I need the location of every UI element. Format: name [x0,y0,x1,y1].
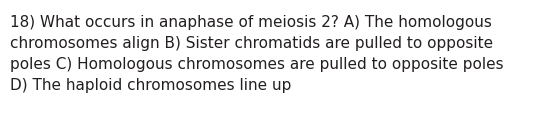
Text: 18) What occurs in anaphase of meiosis 2? A) The homologous
chromosomes align B): 18) What occurs in anaphase of meiosis 2… [10,15,504,93]
